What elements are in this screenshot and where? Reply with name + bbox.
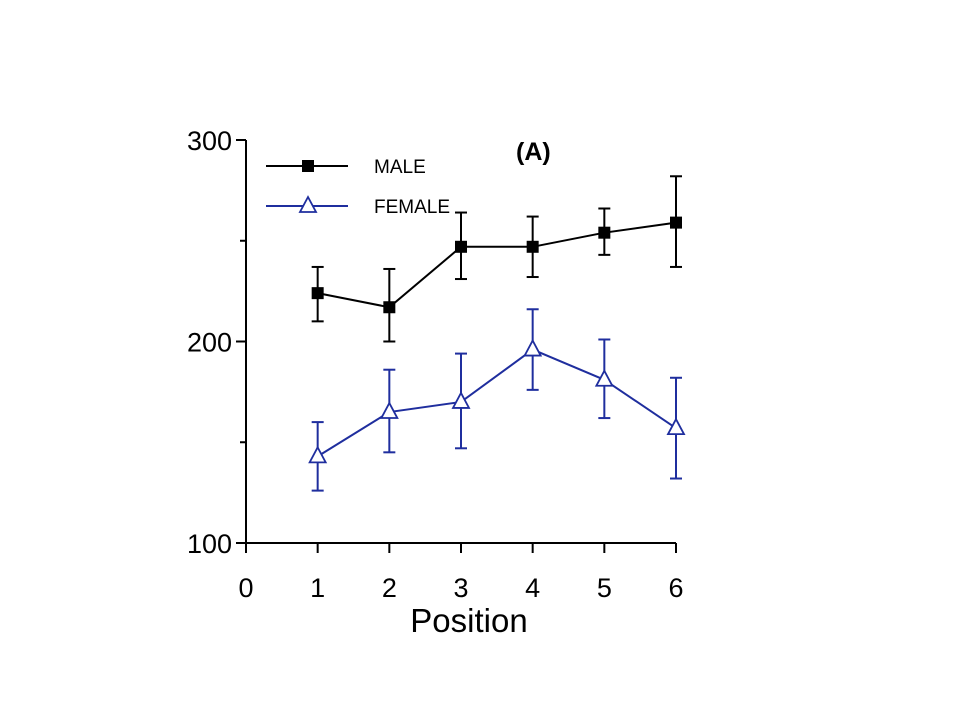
x-axis-title: Position xyxy=(410,602,527,639)
panel-label: (A) xyxy=(516,138,551,166)
data-point xyxy=(526,240,539,253)
legend-entry: MALE xyxy=(266,157,426,178)
data-point xyxy=(455,240,467,253)
x-tick-label: 1 xyxy=(310,573,325,603)
series-line xyxy=(317,348,677,458)
y-tick-label: 300 xyxy=(187,126,232,156)
data-point xyxy=(598,226,611,239)
x-tick-label: 6 xyxy=(668,573,683,603)
y-tick-label: 200 xyxy=(187,328,232,358)
legend-entry: FEMALE xyxy=(266,195,450,218)
data-point xyxy=(311,287,324,300)
data-point xyxy=(594,368,614,387)
legend-marker xyxy=(302,160,314,172)
series-layer xyxy=(308,175,686,492)
axes: 100 200 300 0 1 2 3 4 5 6 xyxy=(187,126,684,603)
legend-label: FEMALE xyxy=(374,197,450,218)
legend-marker xyxy=(298,195,318,213)
x-tick-label: 2 xyxy=(382,573,397,603)
legend-label: MALE xyxy=(374,157,426,178)
data-point xyxy=(379,401,399,419)
data-point xyxy=(666,417,686,436)
x-tick-label: 5 xyxy=(597,573,612,603)
y-tick-label: 100 xyxy=(187,529,232,559)
legend: MALE FEMALE xyxy=(266,157,450,218)
series-male xyxy=(311,175,682,343)
series-female xyxy=(308,308,686,492)
x-tick-label: 4 xyxy=(525,573,540,603)
data-point xyxy=(451,391,471,409)
series-line xyxy=(317,221,677,309)
data-point xyxy=(308,445,328,464)
data-point xyxy=(523,338,543,357)
data-point xyxy=(670,216,682,229)
data-point xyxy=(383,301,396,314)
x-tick-label: 3 xyxy=(453,573,468,603)
x-tick-label: 0 xyxy=(238,573,253,603)
